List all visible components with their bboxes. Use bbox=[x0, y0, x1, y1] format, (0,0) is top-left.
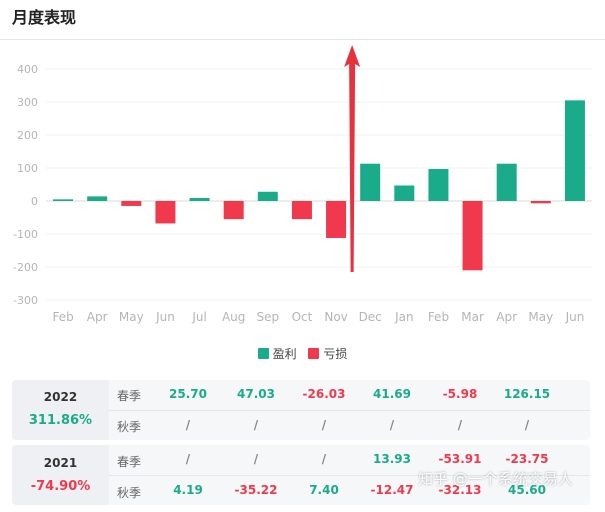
bar bbox=[87, 196, 108, 201]
bar bbox=[53, 199, 74, 201]
table-cell: 45.60 bbox=[508, 483, 546, 497]
legend-item-loss[interactable]: 亏损 bbox=[308, 345, 347, 362]
bar bbox=[564, 100, 585, 201]
x-tick-label: Apr bbox=[87, 310, 108, 324]
annotation-arrow-shaft bbox=[349, 63, 356, 272]
table-cell: 47.03 bbox=[237, 387, 275, 401]
x-tick-label: Oct bbox=[292, 310, 313, 324]
x-tick-label: Feb bbox=[428, 310, 449, 324]
x-tick-label: Nov bbox=[324, 310, 347, 324]
year-return: -74.90% bbox=[30, 479, 91, 494]
season-label: 秋季 bbox=[117, 420, 142, 434]
legend-swatch-profit bbox=[257, 348, 269, 359]
table-cell: / bbox=[185, 452, 191, 466]
season-label: 春季 bbox=[117, 389, 142, 403]
table-cell: / bbox=[389, 418, 395, 432]
year-return: 311.86% bbox=[28, 413, 93, 428]
table-cell: -23.75 bbox=[505, 452, 549, 466]
bar bbox=[291, 201, 312, 220]
table-cell: / bbox=[321, 452, 327, 466]
y-tick-label: -300 bbox=[13, 294, 38, 307]
bar bbox=[530, 201, 551, 204]
table-cell: / bbox=[457, 418, 463, 432]
monthly-performance-chart: 400 300 200 100 0 -100 -200 -300 Feb Apr May Jun Jul… bbox=[13, 45, 592, 324]
table-cell: -12.47 bbox=[370, 483, 414, 497]
x-tick-label: Mar bbox=[461, 310, 484, 324]
x-tick-label: Jul bbox=[191, 310, 206, 324]
table-cell: 4.19 bbox=[173, 483, 203, 497]
header-divider bbox=[0, 39, 605, 40]
season-label: 秋季 bbox=[117, 486, 142, 500]
legend-item-profit[interactable]: 盈利 bbox=[257, 345, 297, 362]
year-cell bbox=[12, 380, 109, 440]
row-divider bbox=[109, 410, 590, 411]
y-tick-label: 200 bbox=[17, 129, 38, 142]
chart-legend: 盈利 亏损 bbox=[0, 345, 605, 362]
x-tick-label: Jun bbox=[155, 310, 175, 324]
year-card-2021: 2021 -74.90% 春季 秋季 / / / 13.93 -53.91 -23.75 4… bbox=[12, 445, 590, 505]
year-card-2022: 2022 311.86% 春季 秋季 25.70 47.03 -26.03 41.69… bbox=[12, 380, 590, 440]
table-cell: -32.13 bbox=[438, 483, 482, 497]
bar bbox=[462, 201, 483, 271]
bar bbox=[360, 163, 381, 201]
row-divider bbox=[109, 475, 590, 476]
table-cell: / bbox=[321, 418, 327, 432]
bar bbox=[155, 201, 176, 224]
x-tick-label: Apr bbox=[496, 310, 517, 324]
table-cell: 126.15 bbox=[503, 387, 551, 401]
table-cell: / bbox=[253, 452, 259, 466]
table-cell: / bbox=[185, 418, 191, 432]
table-cell: -26.03 bbox=[302, 387, 346, 401]
annotation-arrow-head bbox=[344, 45, 361, 67]
bar bbox=[496, 163, 517, 201]
y-tick-label: -200 bbox=[13, 261, 38, 274]
table-cell: -53.91 bbox=[438, 452, 482, 466]
x-tick-label: Aug bbox=[222, 310, 245, 324]
bar bbox=[326, 201, 347, 238]
season-label: 春季 bbox=[117, 455, 142, 469]
x-tick-label: May bbox=[119, 310, 144, 324]
watermark: 知乎 @一个系统交易人 bbox=[418, 470, 573, 488]
bar bbox=[394, 185, 415, 201]
x-tick-label: Feb bbox=[52, 310, 73, 324]
y-tick-label: 100 bbox=[17, 162, 38, 175]
legend-label-profit: 盈利 bbox=[272, 347, 297, 361]
year-cell bbox=[12, 445, 109, 505]
table-cell: 25.70 bbox=[169, 387, 207, 401]
y-tick-label: -100 bbox=[13, 228, 38, 241]
x-tick-label: May bbox=[528, 310, 553, 324]
table-cell: -5.98 bbox=[442, 387, 478, 401]
bar bbox=[257, 191, 278, 201]
bar bbox=[428, 168, 449, 201]
table-cell: 41.69 bbox=[373, 387, 411, 401]
table-cell: / bbox=[524, 418, 530, 432]
bar bbox=[223, 201, 244, 220]
bar bbox=[121, 201, 142, 206]
y-tick-label: 300 bbox=[17, 96, 38, 109]
x-tick-label: Dec bbox=[359, 310, 382, 324]
table-cell: 7.40 bbox=[309, 483, 339, 497]
y-tick-label: 0 bbox=[31, 195, 38, 208]
table-cell: / bbox=[253, 418, 259, 432]
x-tick-label: Jan bbox=[394, 310, 414, 324]
y-tick-label: 400 bbox=[17, 63, 38, 76]
bar bbox=[189, 198, 210, 201]
x-tick-label: Jun bbox=[565, 310, 585, 324]
page-title: 月度表现 bbox=[12, 8, 77, 27]
legend-label-loss: 亏损 bbox=[323, 347, 348, 361]
year-label: 2021 bbox=[43, 456, 78, 470]
x-tick-label: Sep bbox=[257, 310, 280, 324]
legend-swatch-loss bbox=[308, 348, 320, 359]
year-label: 2022 bbox=[43, 390, 78, 404]
table-cell: 13.93 bbox=[373, 452, 411, 466]
table-cell: -35.22 bbox=[234, 483, 278, 497]
